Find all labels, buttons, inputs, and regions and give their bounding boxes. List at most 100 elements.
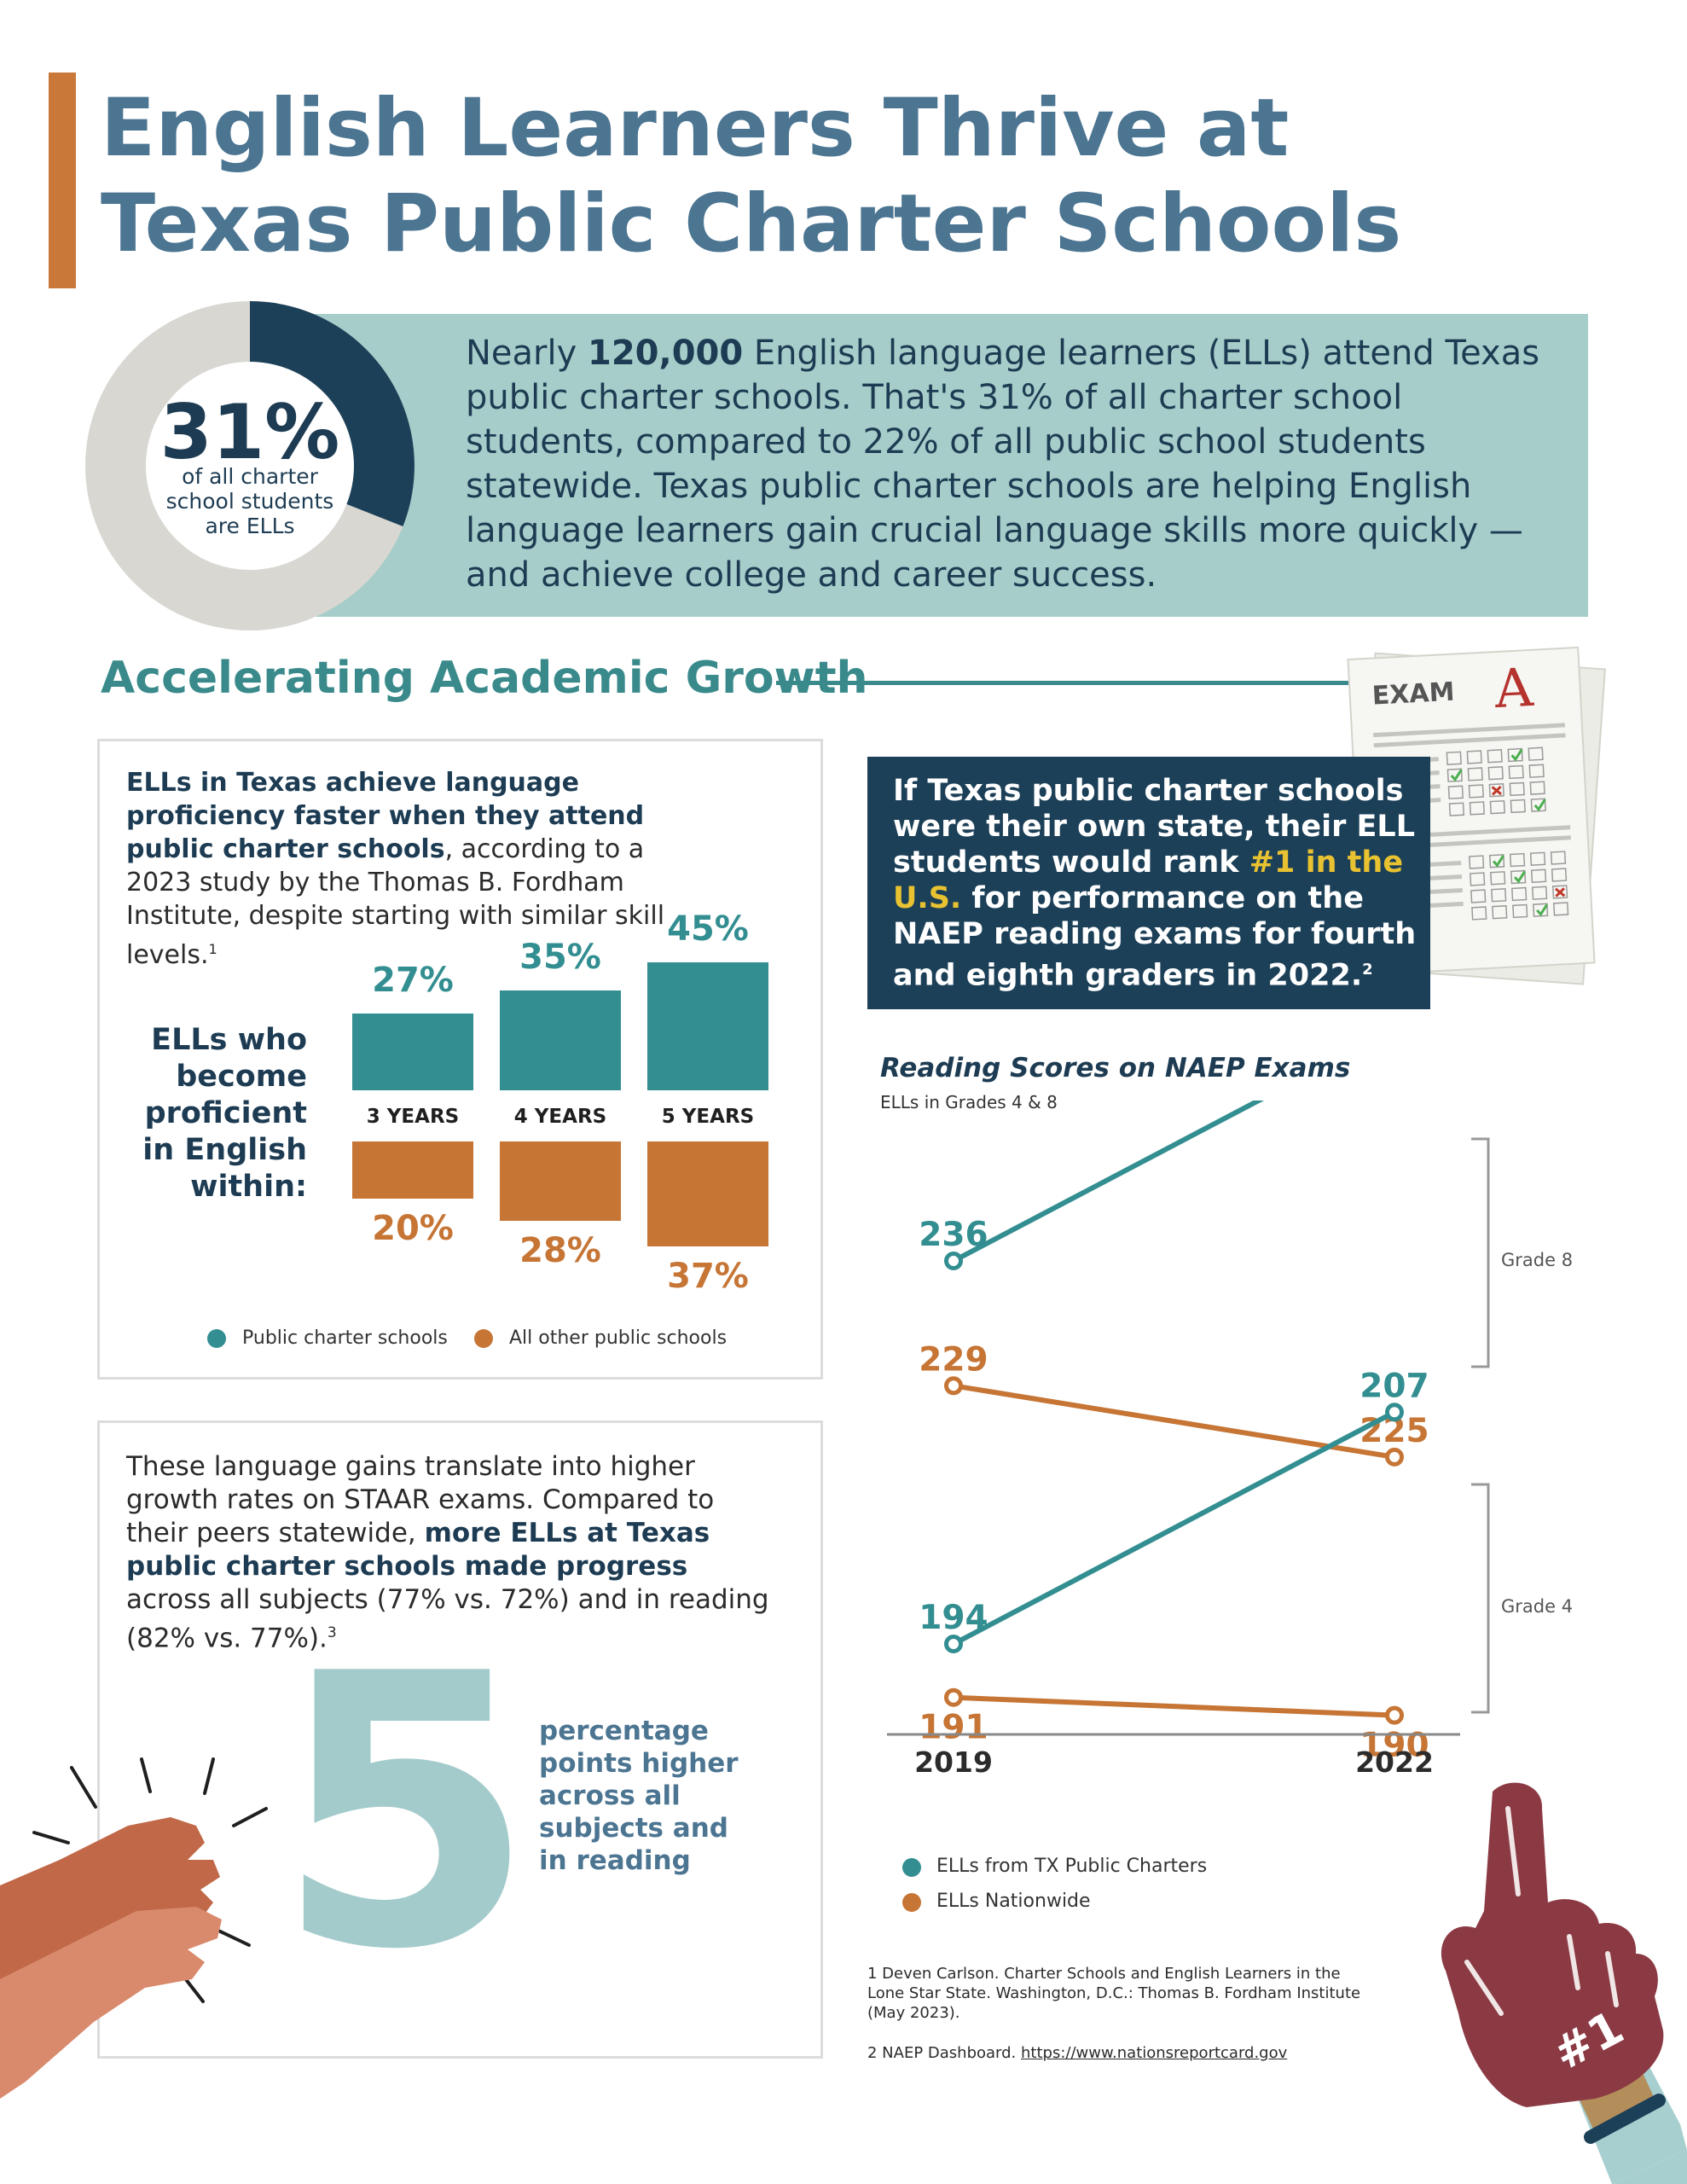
- donut-percent: 31%: [159, 388, 340, 476]
- exam-label: EXAM: [1371, 677, 1455, 712]
- naep-dashboard-link[interactable]: https://www.nationsreportcard.gov: [1021, 2044, 1288, 2062]
- bar-charter-1: [352, 1014, 473, 1090]
- donut-hole: [146, 362, 354, 570]
- line-chart-subtitle: ELLs in Grades 4 & 8: [880, 1092, 1058, 1112]
- side-label-line: become: [176, 1060, 307, 1094]
- line-chart-title: Reading Scores on NAEP Exams: [880, 1053, 1351, 1083]
- bar-other-2: [500, 1141, 621, 1222]
- point-2-2-1: [944, 1687, 963, 1707]
- intro-text: English language learners (ELLs) attend …: [466, 334, 1540, 595]
- donut-caption-line: of all charter: [182, 464, 318, 489]
- footnote-mark: 1: [208, 941, 217, 957]
- bar-label-other-3: 37%: [667, 1257, 749, 1297]
- bar-other-1: [352, 1141, 473, 1199]
- title-accent-bar: [49, 73, 76, 288]
- legend-label-nationwide: ELLs Nationwide: [936, 1891, 1091, 1912]
- big-number-caption: percentage points higher across all subj…: [539, 1715, 812, 1877]
- caption-line: across all: [539, 1780, 681, 1811]
- data-label-1-2-1: 229: [919, 1340, 988, 1379]
- category-label-3: 5 YEARS: [661, 1106, 755, 1128]
- caption-line: in reading: [539, 1845, 691, 1876]
- legend-dot-nationwide: [902, 1893, 921, 1912]
- side-label-line: proficient: [144, 1096, 307, 1130]
- bar-chart-side-label: ELLs who become proficient in English wi…: [128, 1022, 307, 1205]
- legend-dot-charter: [207, 1329, 226, 1348]
- staar-text: across all subjects (77% vs. 72%) and in…: [126, 1584, 769, 1654]
- exam-grade: A: [1493, 656, 1536, 720]
- share-donut-chart: [85, 301, 415, 630]
- data-label-2-1-2: 207: [1359, 1367, 1429, 1405]
- proficiency-paragraph: ELLs in Texas achieve language proficien…: [126, 766, 715, 972]
- data-label-1-1-1: 236: [919, 1216, 988, 1254]
- bracket-2: [1471, 1483, 1490, 1714]
- legend-label-other: All other public schools: [509, 1327, 728, 1349]
- intro-emphasis: 120,000: [588, 334, 744, 373]
- donut-caption-line: are ELLs: [205, 514, 295, 538]
- footnote-mark: 3: [327, 1624, 337, 1641]
- category-label-1: 3 YEARS: [366, 1106, 460, 1128]
- intro-band: [252, 314, 1588, 617]
- bar-label-other-2: 28%: [519, 1231, 601, 1271]
- footnote-mark: 2: [1362, 961, 1373, 979]
- foam-finger-icon: #1: [1441, 1782, 1687, 2184]
- point-2-1-2: [1385, 1403, 1404, 1422]
- caption-line: points higher: [539, 1748, 739, 1779]
- legend-dot-tx-charters: [902, 1858, 921, 1877]
- naep-callout-box: [867, 757, 1430, 1009]
- data-label-2-2-1: 191: [919, 1709, 988, 1747]
- bar-label-other-1: 20%: [372, 1208, 454, 1248]
- bar-label-charter-3: 45%: [667, 909, 749, 950]
- staar-paragraph: These language gains translate into high…: [126, 1450, 774, 1655]
- bar-charter-2: [500, 990, 621, 1090]
- side-label-line: ELLs who: [151, 1023, 307, 1057]
- section-divider: [776, 681, 1360, 685]
- bar-charter-3: [647, 962, 768, 1090]
- footnote-2-text: 2 NAEP Dashboard.: [867, 2044, 1021, 2062]
- point-1-2-2: [1385, 1447, 1404, 1467]
- caption-line: percentage: [539, 1716, 709, 1746]
- intro-text: Nearly: [466, 334, 588, 373]
- bar-label-charter-1: 27%: [372, 961, 454, 1001]
- data-label-2-1-1: 194: [919, 1599, 988, 1637]
- naep-callout-text: If Texas public charter schools were the…: [893, 773, 1422, 994]
- staar-text: These language gains translate into high…: [126, 1451, 715, 1548]
- bar-other-3: [647, 1141, 768, 1247]
- staar-emphasis: more ELLs at Texas public charter school…: [126, 1518, 710, 1582]
- series-line-2-2: [953, 1694, 1395, 1718]
- donut-caption: of all charter school students are ELLs: [145, 464, 355, 538]
- naep-text: If Texas public charter schools were the…: [893, 774, 1416, 880]
- point-1-1-1: [944, 1252, 963, 1270]
- proficiency-emphasis: ELLs in Texas achieve language proficien…: [126, 768, 645, 864]
- series-line-1-1: [952, 1101, 1265, 1263]
- proficiency-text: , according to a 2023 study by the Thoma…: [126, 834, 665, 970]
- donut-caption-line: school students: [165, 489, 334, 514]
- legend-dot-other: [474, 1329, 493, 1348]
- group-label-1: Grade 8: [1501, 1250, 1573, 1270]
- section-title: Accelerating Academic Growth: [101, 653, 868, 704]
- point-1-2-1: [944, 1376, 963, 1396]
- staar-panel: [97, 1420, 823, 2059]
- naep-line-chart: Grade 8236249229225Grade 419420719119020…: [887, 1101, 1573, 1779]
- x-tick-label-1: 2019: [914, 1745, 993, 1779]
- legend-label-tx-charters: ELLs from TX Public Charters: [936, 1856, 1208, 1877]
- category-label-2: 4 YEARS: [513, 1106, 607, 1128]
- group-label-2: Grade 4: [1501, 1596, 1573, 1617]
- page-title-line-1: English Learners Thrive at: [101, 82, 1290, 175]
- big-number: 5: [274, 1594, 536, 2031]
- page-title-line-2: Texas Public Charter Schools: [101, 177, 1402, 270]
- point-2-2-2: [1385, 1705, 1404, 1725]
- data-label-2-2-2: 190: [1359, 1727, 1429, 1765]
- caption-line: subjects and: [539, 1813, 728, 1844]
- intro-paragraph: Nearly 120,000 English language learners…: [466, 331, 1566, 597]
- series-line-2-1: [952, 1409, 1396, 1647]
- bar-label-charter-2: 35%: [519, 938, 601, 978]
- legend-label-charter: Public charter schools: [242, 1327, 448, 1349]
- side-label-line: within:: [190, 1170, 307, 1204]
- series-line-1-2: [953, 1383, 1395, 1460]
- naep-highlight: #1 in the U.S.: [893, 845, 1404, 915]
- side-label-line: in English: [142, 1133, 307, 1167]
- point-2-1-1: [944, 1635, 963, 1653]
- footnote-1: 1 Deven Carlson. Charter Schools and Eng…: [867, 1965, 1361, 2022]
- bracket-1: [1471, 1137, 1490, 1368]
- naep-text: for performance on the NAEP reading exam…: [893, 881, 1417, 993]
